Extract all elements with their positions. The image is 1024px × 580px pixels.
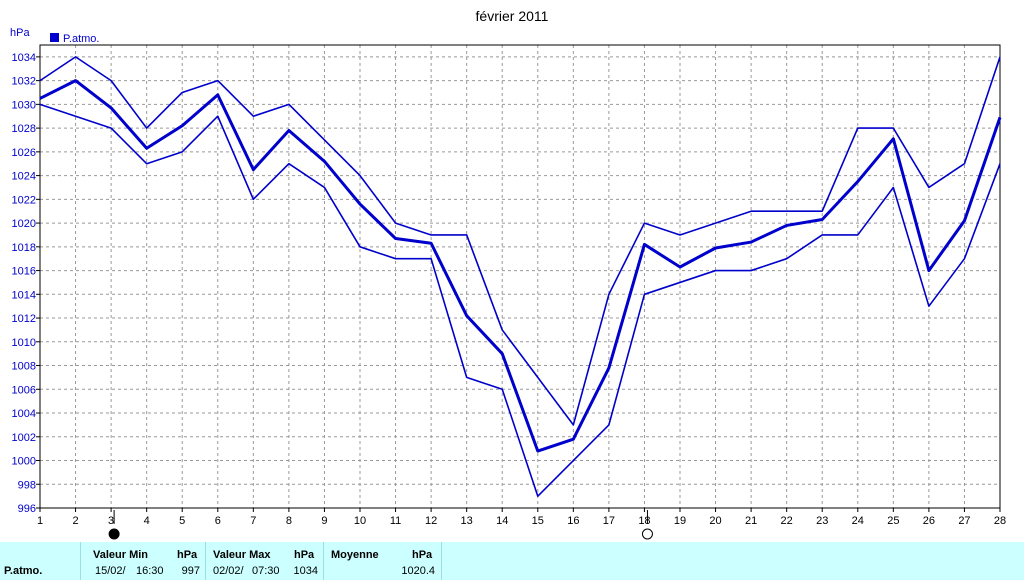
x-tick-label: 28 xyxy=(994,515,1006,527)
new-moon-icon xyxy=(108,528,120,540)
y-tick-label: 996 xyxy=(18,503,36,515)
stats-min-date: 15/02/ xyxy=(95,565,126,577)
stats-bar: P.atmo. Valeur Min hPa 15/02/ 16:30 997 … xyxy=(0,542,1024,580)
y-tick-label: 1018 xyxy=(12,242,36,254)
x-tick-label: 24 xyxy=(852,515,864,527)
y-tick-label: 1000 xyxy=(12,456,36,468)
y-tick-label: 1012 xyxy=(12,313,36,325)
series-line-max xyxy=(39,56,1001,426)
stats-max-unit: hPa xyxy=(294,549,315,561)
y-axis-unit: hPa xyxy=(10,27,30,39)
x-tick-label: 27 xyxy=(958,515,970,527)
stats-mean-panel: Moyenne hPa 1020.4 xyxy=(323,542,441,580)
series-lines xyxy=(39,56,1002,497)
x-tick-label: 14 xyxy=(496,515,508,527)
x-tick-label: 3 xyxy=(108,515,114,527)
y-tick-label: 1016 xyxy=(12,266,36,278)
x-tick-label: 17 xyxy=(603,515,615,527)
x-tick-label: 4 xyxy=(144,515,150,527)
x-tick-label: 10 xyxy=(354,515,366,527)
y-tick-label: 1028 xyxy=(12,123,36,135)
legend-swatch xyxy=(50,33,59,42)
moon-phases xyxy=(108,510,653,540)
x-tick-label: 11 xyxy=(390,515,401,527)
x-axis-ticks: 1 2 3 4 5 6 7 8 9 10 11 12 13 14 15 16 17 18 19 20 21 22 23 24 2… xyxy=(37,508,1006,527)
series-line-mean xyxy=(39,79,1002,453)
full-moon-icon xyxy=(641,528,653,540)
x-tick-label: 8 xyxy=(286,515,292,527)
stats-row-label: P.atmo. xyxy=(4,565,43,577)
x-tick-label: 6 xyxy=(215,515,221,527)
x-tick-label: 25 xyxy=(887,515,899,527)
x-tick-label: 15 xyxy=(532,515,544,527)
pressure-chart: février 2011 hPa P.atmo. 996 998 1000 1002 1… xyxy=(10,8,1006,540)
stats-mean-header: Moyenne xyxy=(331,549,379,561)
stats-min-value: 997 xyxy=(181,565,200,577)
y-tick-label: 998 xyxy=(18,479,36,491)
stats-end-divider xyxy=(441,542,442,580)
stats-min-time: 16:30 xyxy=(136,565,164,577)
x-tick-label: 19 xyxy=(674,515,686,527)
stats-max-date: 02/02/ xyxy=(213,565,244,577)
x-tick-label: 12 xyxy=(425,515,437,527)
x-tick-label: 26 xyxy=(923,515,935,527)
series-line-min xyxy=(39,103,1001,497)
stats-max-panel: Valeur Max hPa 02/02/ 07:30 1034 xyxy=(205,542,323,580)
y-axis-ticks: 996 998 1000 1002 1004 1006 1008 1010 1012 1014 10… xyxy=(12,52,40,515)
stats-max-value: 1034 xyxy=(293,565,318,577)
x-tick-label: 16 xyxy=(567,515,579,527)
y-tick-label: 1024 xyxy=(12,171,36,183)
stats-max-time: 07:30 xyxy=(252,565,280,577)
y-tick-label: 1032 xyxy=(12,76,36,88)
y-tick-label: 1014 xyxy=(12,289,36,301)
y-tick-label: 1020 xyxy=(12,218,36,230)
grid xyxy=(40,45,1000,508)
stats-mean-unit: hPa xyxy=(412,549,433,561)
x-tick-label: 22 xyxy=(781,515,793,527)
x-tick-label: 9 xyxy=(321,515,327,527)
y-tick-label: 1026 xyxy=(12,147,36,159)
x-tick-label: 7 xyxy=(250,515,256,527)
x-tick-label: 5 xyxy=(179,515,185,527)
plot-frame xyxy=(39,44,1001,509)
stats-max-header: Valeur Max xyxy=(213,549,271,561)
chart-title: février 2011 xyxy=(476,8,549,24)
stats-min-unit: hPa xyxy=(177,549,198,561)
x-tick-label: 23 xyxy=(816,515,828,527)
y-tick-label: 1004 xyxy=(12,408,36,420)
y-tick-label: 1002 xyxy=(12,432,36,444)
x-tick-label: 1 xyxy=(37,515,43,527)
stats-min-panel: Valeur Min hPa 15/02/ 16:30 997 xyxy=(80,542,205,580)
y-tick-label: 1006 xyxy=(12,384,36,396)
x-tick-label: 20 xyxy=(709,515,721,527)
stats-min-header: Valeur Min xyxy=(93,549,149,561)
x-tick-label: 21 xyxy=(745,515,757,527)
y-tick-label: 1034 xyxy=(12,52,36,64)
legend-label: P.atmo. xyxy=(63,33,100,45)
y-tick-label: 1008 xyxy=(12,361,36,373)
x-tick-label: 13 xyxy=(461,515,473,527)
stats-mean-value: 1020.4 xyxy=(401,565,435,577)
y-tick-label: 1022 xyxy=(12,194,36,206)
y-tick-label: 1010 xyxy=(12,337,36,349)
y-tick-label: 1030 xyxy=(12,99,36,111)
x-tick-label: 2 xyxy=(72,515,78,527)
x-tick-label: 18 xyxy=(638,515,650,527)
